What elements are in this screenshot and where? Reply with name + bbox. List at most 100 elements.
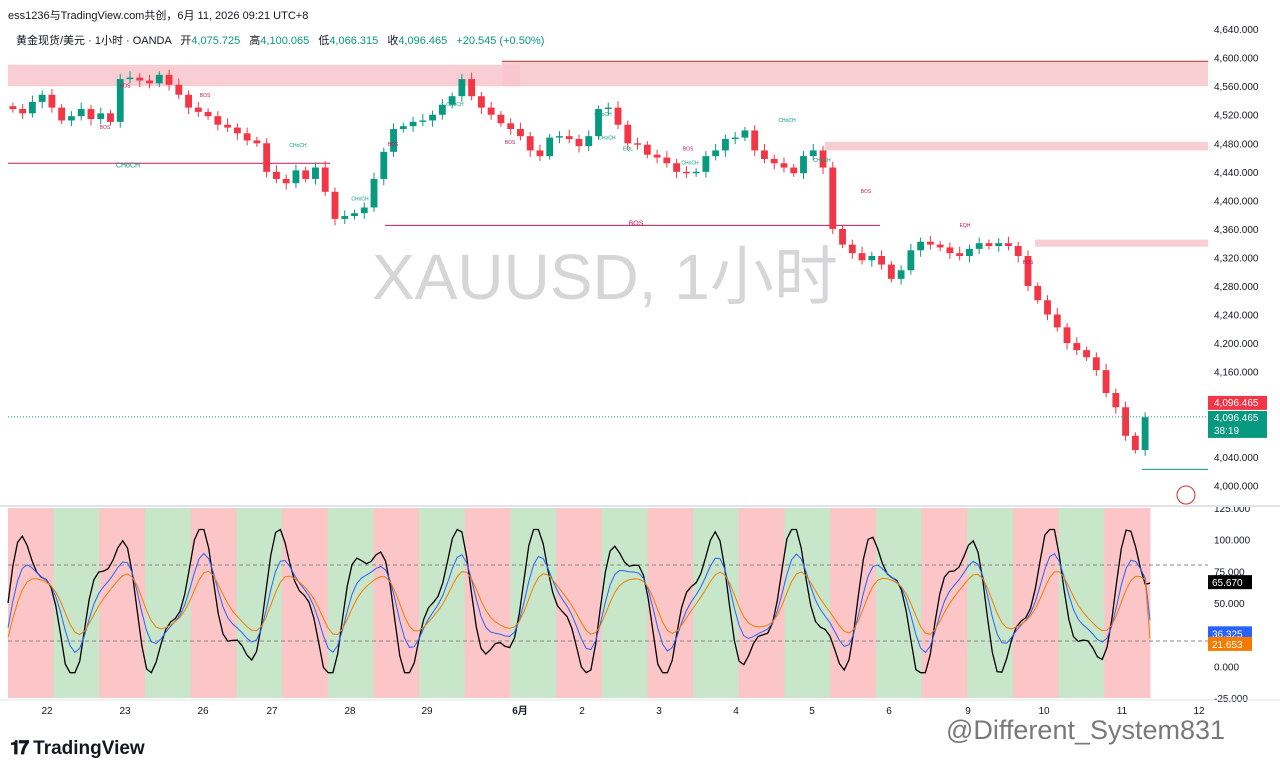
candle-body xyxy=(1005,243,1012,247)
structure-label: CHoCH xyxy=(351,196,369,202)
last-price-badge-red xyxy=(1208,395,1267,410)
price-tick-label: 4,560.000 xyxy=(1214,82,1259,93)
price-tick-label: 4,520.000 xyxy=(1214,111,1259,122)
price-tick-label: 4,440.000 xyxy=(1214,168,1259,179)
regime-band xyxy=(647,508,694,698)
supply-zone xyxy=(502,61,1208,87)
structure-label: CHoCH xyxy=(681,161,699,167)
supply-zone xyxy=(825,141,1208,151)
candle-body xyxy=(9,106,17,110)
candle-body xyxy=(556,136,563,138)
candle-body xyxy=(282,178,290,184)
regime-band xyxy=(282,508,329,698)
time-tick-label: 5 xyxy=(809,706,815,717)
candle-body xyxy=(1053,314,1061,328)
candle-body xyxy=(38,94,46,102)
regime-band xyxy=(1104,508,1151,698)
candle-body xyxy=(966,248,973,257)
candle-body xyxy=(1102,370,1110,393)
candle-body xyxy=(829,167,837,229)
regime-band xyxy=(145,508,192,698)
osc-value-label: 21.653 xyxy=(1212,640,1243,651)
candle-body xyxy=(194,107,202,112)
candle-body xyxy=(1014,246,1022,257)
structure-label: CHoCH xyxy=(446,102,464,108)
candle-body xyxy=(800,156,807,174)
osc-series-line xyxy=(7,552,1151,654)
candle-body xyxy=(419,120,427,122)
candle-body xyxy=(936,244,944,248)
osc-series-line xyxy=(7,528,1151,674)
structure-label: CHoCH xyxy=(594,112,612,118)
regime-band xyxy=(8,508,55,698)
candle-body xyxy=(136,77,144,81)
structure-label: BOS xyxy=(200,93,211,99)
price-tick-label: 4,240.000 xyxy=(1214,311,1259,322)
candle-body xyxy=(517,129,524,137)
candle-body xyxy=(819,150,827,168)
last-price-badge xyxy=(1208,410,1267,438)
price-tick-label: 4,600.000 xyxy=(1214,54,1259,65)
window-title: ess1236与TradingView.com共创，6月 11, 2026 09… xyxy=(8,10,309,22)
candle-body xyxy=(858,253,866,261)
candle-body xyxy=(702,156,710,172)
time-tick-label: 3 xyxy=(656,706,662,717)
time-tick-label: 22 xyxy=(41,706,53,717)
candle-body xyxy=(731,137,739,140)
last-price-label: 4,096.465 xyxy=(1214,398,1259,409)
structure-label: BOS xyxy=(1023,260,1034,266)
candle-body xyxy=(155,74,163,84)
osc-tick-label: 100.000 xyxy=(1214,536,1251,547)
candle-body xyxy=(438,104,446,115)
candle-body xyxy=(243,133,251,141)
candle-body xyxy=(107,113,114,122)
regime-band xyxy=(875,508,923,698)
tradingview-brand[interactable]: 𝟏𝟕 TradingView xyxy=(10,738,145,760)
regime-band xyxy=(327,508,374,698)
candle-body xyxy=(48,94,56,108)
osc-tick-label: 0.000 xyxy=(1214,662,1239,673)
candle-body xyxy=(497,114,505,124)
price-tick-label: 4,000.000 xyxy=(1214,482,1259,493)
bar-countdown: 38:19 xyxy=(1214,426,1239,437)
regime-band xyxy=(510,508,557,698)
candle-body xyxy=(975,243,983,249)
candle-body xyxy=(1034,285,1042,301)
supply-zone xyxy=(8,64,520,87)
candle-body xyxy=(263,143,271,172)
candle-body xyxy=(634,143,641,145)
close-label: 收 xyxy=(387,35,399,47)
candle-body xyxy=(614,107,622,125)
osc-tick-label: 50.000 xyxy=(1214,599,1245,610)
us-flag-icon[interactable] xyxy=(1176,485,1196,505)
structure-label: CHoCH xyxy=(116,163,140,170)
structure-label: EQL xyxy=(623,146,633,152)
candle-body xyxy=(595,109,602,137)
candle-body xyxy=(321,167,329,192)
candle-body xyxy=(721,139,729,151)
time-tick-label: 23 xyxy=(119,706,131,717)
time-tick-label: 11 xyxy=(1117,706,1128,717)
chart-watermark: XAUUSD, 1小时 xyxy=(372,241,838,313)
candle-body xyxy=(126,77,134,80)
price-tick-label: 4,040.000 xyxy=(1214,453,1259,464)
time-tick-label: 4 xyxy=(733,706,739,717)
osc-value-label: 65.670 xyxy=(1212,578,1243,589)
time-tick-label: 27 xyxy=(266,706,278,717)
candle-body xyxy=(995,243,1003,247)
close-value: 4,096.465 xyxy=(398,35,448,47)
candle-body xyxy=(477,96,485,108)
time-tick-label: 12 xyxy=(1193,706,1205,717)
high-label: 高 xyxy=(249,35,261,47)
candle-body xyxy=(751,130,759,151)
structure-label: BOS xyxy=(861,189,872,195)
price-tick-label: 4,160.000 xyxy=(1214,368,1259,379)
candle-body xyxy=(253,140,261,144)
candle-body xyxy=(370,178,378,208)
time-tick-label: 26 xyxy=(197,706,209,717)
candle-body xyxy=(536,150,544,157)
candle-body xyxy=(1024,256,1032,286)
symbol-label[interactable]: 黄金现货/美元 · 1小时 · OANDA xyxy=(16,35,172,47)
osc-series-line xyxy=(7,570,1151,639)
